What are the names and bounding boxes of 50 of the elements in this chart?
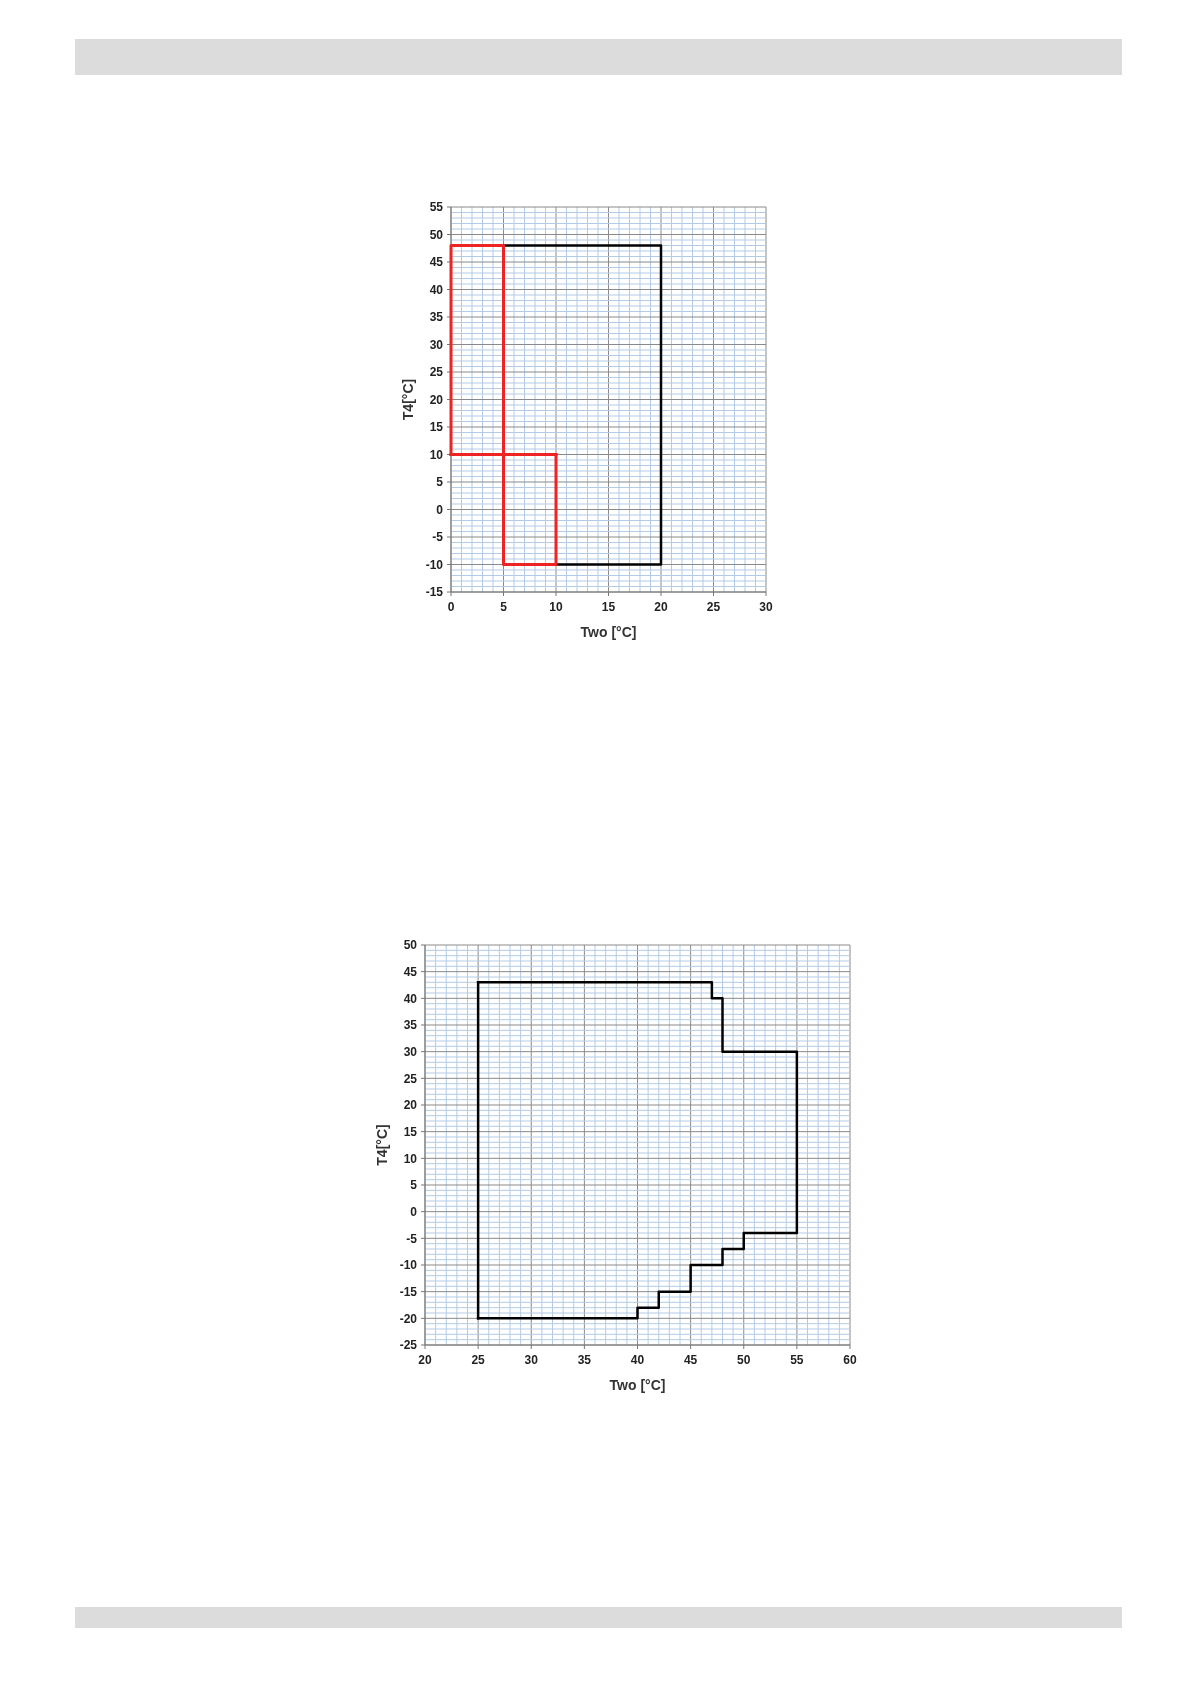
x-axis-title: Two [°C]: [609, 1377, 666, 1393]
x-tick-label: 25: [471, 1353, 486, 1367]
x-tick-label: 60: [843, 1353, 857, 1367]
y-tick-label: 35: [403, 1018, 418, 1033]
y-tick-label: 45: [429, 255, 444, 270]
y-tick-label: 55: [429, 200, 444, 215]
y-tick-label: 5: [410, 1178, 418, 1193]
y-axis-title: T4[°C]: [374, 1124, 390, 1166]
y-tick-label: -10: [399, 1258, 418, 1273]
x-tick-label: 15: [601, 600, 616, 614]
y-tick-label: 10: [429, 447, 444, 462]
y-tick-label: 40: [403, 991, 418, 1006]
y-tick-label: -15: [399, 1284, 418, 1299]
x-tick-label: 50: [737, 1353, 751, 1367]
x-tick-label: 45: [683, 1353, 698, 1367]
x-tick-label: 30: [524, 1353, 539, 1367]
x-tick-label: 35: [577, 1353, 592, 1367]
y-tick-label: 35: [429, 310, 444, 325]
x-tick-label: 40: [630, 1353, 645, 1367]
x-tick-label: 25: [706, 600, 721, 614]
y-tick-label: 25: [403, 1071, 418, 1086]
y-axis-title: T4[°C]: [400, 378, 416, 421]
y-tick-label: 0: [410, 1204, 418, 1219]
y-tick-label: 15: [403, 1124, 418, 1139]
x-tick-label: 0: [447, 600, 455, 614]
x-tick-label: 30: [759, 600, 773, 614]
y-tick-label: 50: [429, 227, 444, 242]
x-tick-label: 10: [549, 600, 563, 614]
y-tick-label: 20: [429, 392, 444, 407]
y-tick-label: 45: [403, 964, 418, 979]
y-tick-label: -15: [425, 585, 444, 600]
x-tick-label: 55: [790, 1353, 804, 1367]
y-tick-label: 30: [403, 1044, 418, 1059]
y-tick-label: -25: [399, 1338, 418, 1353]
y-tick-label: 0: [436, 502, 444, 517]
x-axis-title: Two [°C]: [580, 624, 637, 640]
y-tick-label: 20: [403, 1098, 418, 1113]
y-tick-label: 15: [429, 420, 444, 435]
y-tick-label: -5: [432, 530, 444, 545]
y-tick-label: 5: [436, 475, 444, 490]
y-tick-label: 50: [403, 938, 418, 953]
y-tick-label: -20: [399, 1311, 418, 1326]
y-tick-label: -5: [406, 1231, 418, 1246]
y-tick-label: 40: [429, 282, 444, 297]
y-tick-label: -10: [425, 557, 444, 572]
y-tick-label: 25: [429, 365, 444, 380]
x-tick-label: 20: [654, 600, 668, 614]
y-tick-label: 10: [403, 1151, 418, 1166]
x-tick-label: 5: [500, 600, 508, 614]
y-tick-label: 30: [429, 337, 444, 352]
